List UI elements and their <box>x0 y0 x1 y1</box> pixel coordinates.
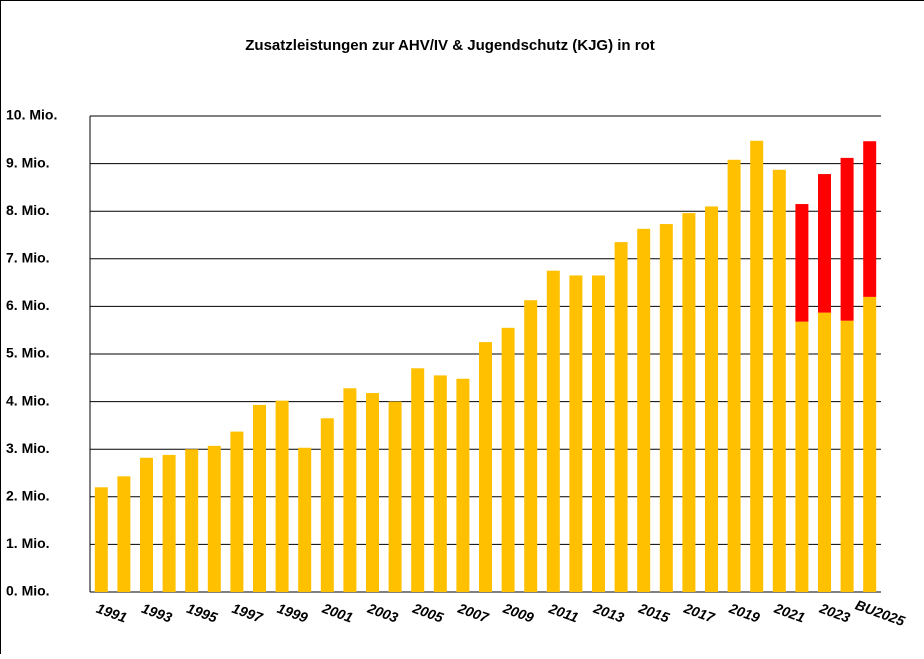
y-tick-label: 2. Mio. <box>6 488 50 504</box>
bar <box>795 204 808 322</box>
y-tick-label: 1. Mio. <box>6 535 50 551</box>
bar <box>411 368 424 592</box>
bar <box>502 328 515 592</box>
y-tick-label: 3. Mio. <box>6 440 50 456</box>
bar <box>795 322 808 592</box>
bar <box>818 313 831 592</box>
bar <box>163 455 176 592</box>
bar <box>863 297 876 592</box>
y-tick-label: 5. Mio. <box>6 345 50 361</box>
y-tick-label: 4. Mio. <box>6 392 50 408</box>
y-tick-label: 9. Mio. <box>6 154 50 170</box>
y-tick-label: 0. Mio. <box>6 583 50 599</box>
bar <box>434 375 447 592</box>
bar <box>140 458 153 592</box>
y-tick-label: 6. Mio. <box>6 297 50 313</box>
bar <box>253 405 266 592</box>
bar <box>750 141 763 592</box>
bar <box>682 213 695 592</box>
bar <box>389 402 402 592</box>
bar <box>615 242 628 592</box>
bar <box>117 476 130 592</box>
y-tick-label: 7. Mio. <box>6 250 50 266</box>
bar <box>660 224 673 592</box>
bar <box>366 393 379 592</box>
bar <box>547 271 560 592</box>
bar <box>705 206 718 592</box>
bar <box>479 342 492 592</box>
bar <box>276 401 289 592</box>
y-tick-label: 10. Mio. <box>6 107 57 123</box>
bar <box>208 446 221 592</box>
bar <box>321 418 334 592</box>
bar <box>773 170 786 592</box>
bar <box>728 160 741 592</box>
bar <box>592 275 605 592</box>
bar <box>569 275 582 592</box>
bar <box>95 487 108 592</box>
bar <box>863 141 876 297</box>
bar <box>818 174 831 313</box>
chart-title: Zusatzleistungen zur AHV/IV & Jugendschu… <box>245 37 654 54</box>
bar <box>524 300 537 592</box>
bar <box>185 449 198 592</box>
bar <box>637 229 650 592</box>
bar <box>298 448 311 592</box>
bar <box>230 432 243 592</box>
bar <box>841 321 854 592</box>
bar <box>841 158 854 321</box>
y-tick-label: 8. Mio. <box>6 202 50 218</box>
bar <box>343 388 356 592</box>
bar <box>456 379 469 592</box>
